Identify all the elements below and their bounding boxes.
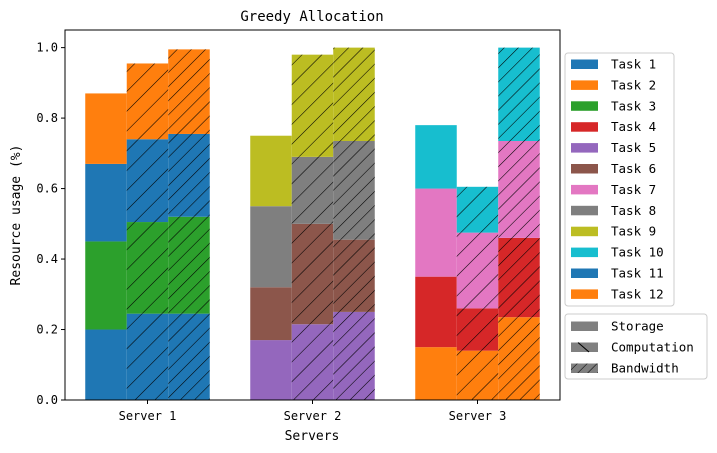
legend-label-storage: Storage <box>611 319 664 334</box>
y-tick-label: 0.2 <box>36 323 58 337</box>
bar-hatch-server-2-bandwidth-task-9 <box>333 47 375 141</box>
bar-server-1-storage-task-12 <box>85 93 127 164</box>
legend-swatch-task-7 <box>571 184 598 195</box>
legend-swatch-task-5 <box>571 143 598 153</box>
bar-server-2-storage-task-6 <box>250 287 292 341</box>
bar-server-2-storage-task-5 <box>250 340 292 400</box>
y-axis-label: Resource usage (%) <box>9 145 24 286</box>
legend-label-task-5: Task 5 <box>611 140 656 155</box>
bar-hatch-server-3-computation-task-7 <box>456 232 499 309</box>
bar-hatch-server-3-bandwidth-task-12 <box>498 317 540 400</box>
legend-label-task-4: Task 4 <box>611 119 656 134</box>
y-axis: 0.0 0.2 0.4 0.6 0.8 1.0 <box>36 41 65 407</box>
bar-server-1-storage-task-11 <box>85 163 127 242</box>
y-tick-label: 0.0 <box>36 393 58 407</box>
bar-hatch-server-1-bandwidth-task-11 <box>168 133 210 217</box>
legend-label-task-8: Task 8 <box>611 203 656 218</box>
bar-server-3-storage-task-10 <box>415 125 457 189</box>
legend-swatch-task-9 <box>571 226 598 237</box>
legend-hatch-bandwidth <box>571 363 598 373</box>
x-axis-label: Servers <box>285 429 340 444</box>
legend-swatch-task-1 <box>571 59 598 69</box>
legend-swatch-task-12 <box>571 289 598 299</box>
bar-hatch-server-2-computation-task-6 <box>291 223 334 325</box>
y-tick-label: 0.4 <box>36 252 58 266</box>
bar-hatch-server-3-computation-task-12 <box>456 350 499 400</box>
bar-hatch-server-3-bandwidth-task-4 <box>498 237 540 318</box>
bar-server-1-storage-task-1 <box>85 329 127 400</box>
legend-swatch-task-8 <box>571 205 598 216</box>
x-tick-label-server-2: Server 2 <box>284 409 342 423</box>
legend-tasks-box <box>564 52 675 307</box>
bar-hatch-server-2-bandwidth-task-8 <box>333 141 375 240</box>
legend-swatch-computation <box>571 342 598 352</box>
legend-swatch-task-10 <box>571 247 598 258</box>
bar-server-3-storage-task-12 <box>415 347 457 400</box>
legend-label-task-9: Task 9 <box>611 224 656 239</box>
bar-hatch-server-1-computation-task-1 <box>126 313 169 400</box>
legend-label-task-1: Task 1 <box>611 57 656 72</box>
bar-hatch-server-2-bandwidth-task-5 <box>333 311 375 400</box>
bar-server-3-storage-task-7 <box>415 188 457 277</box>
chart-title: Greedy Allocation <box>240 9 383 25</box>
bar-hatch-server-1-bandwidth-task-1 <box>168 313 210 400</box>
bar-hatch-server-1-computation-task-11 <box>126 139 169 223</box>
bars-layer <box>85 47 540 400</box>
bar-hatch-server-2-computation-task-9 <box>291 54 334 157</box>
legend-resources-box <box>564 313 708 380</box>
bar-hatch-server-2-computation-task-5 <box>291 324 334 400</box>
y-tick-label: 0.6 <box>36 182 58 196</box>
legend-label-task-10: Task 10 <box>611 245 664 260</box>
bar-hatch-server-1-bandwidth-task-12 <box>168 49 210 134</box>
x-tick-label-server-1: Server 1 <box>119 409 177 423</box>
legend-label-task-12: Task 12 <box>611 286 664 301</box>
legend-label-task-11: Task 11 <box>611 266 664 281</box>
legend-swatch-task-6 <box>571 164 598 174</box>
legend-label-task-2: Task 2 <box>611 77 656 92</box>
bar-server-1-storage-task-3 <box>85 241 127 330</box>
bar-hatch-server-3-bandwidth-task-7 <box>498 141 540 238</box>
legend-tasks: Task 1 Task 2 Task 3 Task 4 Task 5 Task 6 Task… <box>564 52 675 307</box>
bar-hatch-server-2-bandwidth-task-6 <box>333 239 375 312</box>
legend-swatch-task-11 <box>571 268 598 278</box>
bar-server-3-storage-task-4 <box>415 276 457 348</box>
bar-server-2-storage-task-9 <box>250 135 292 207</box>
legend-label-task-6: Task 6 <box>611 161 656 176</box>
bar-server-2-storage-task-8 <box>250 206 292 288</box>
bar-hatch-server-2-computation-task-8 <box>291 156 334 224</box>
legend-swatch-task-3 <box>571 101 598 111</box>
y-tick-label: 0.8 <box>36 111 58 125</box>
legend-label-task-3: Task 3 <box>611 98 656 113</box>
bar-hatch-server-1-bandwidth-task-3 <box>168 216 210 314</box>
legend-label-bandwidth: Bandwidth <box>611 361 679 376</box>
y-tick-label: 1.0 <box>36 41 58 55</box>
legend-label-computation: Computation <box>611 340 694 355</box>
legend-swatch-storage <box>571 321 598 331</box>
legend-label-task-7: Task 7 <box>611 182 656 197</box>
bar-hatch-server-3-computation-task-4 <box>456 308 499 351</box>
bar-hatch-server-1-computation-task-3 <box>126 222 169 314</box>
legend-hatch-computation <box>577 342 590 353</box>
bar-hatch-server-3-computation-task-10 <box>456 186 499 233</box>
bar-hatch-server-3-bandwidth-task-10 <box>498 47 540 141</box>
legend-swatch-task-2 <box>571 80 598 90</box>
x-tick-label-server-3: Server 3 <box>449 409 507 423</box>
bar-hatch-server-1-computation-task-12 <box>126 63 169 140</box>
x-axis: Server 1 Server 2 Server 3 <box>119 400 507 423</box>
legend-swatch-task-4 <box>571 122 598 132</box>
legend-resources: Storage Computation Bandwidth <box>564 313 708 380</box>
